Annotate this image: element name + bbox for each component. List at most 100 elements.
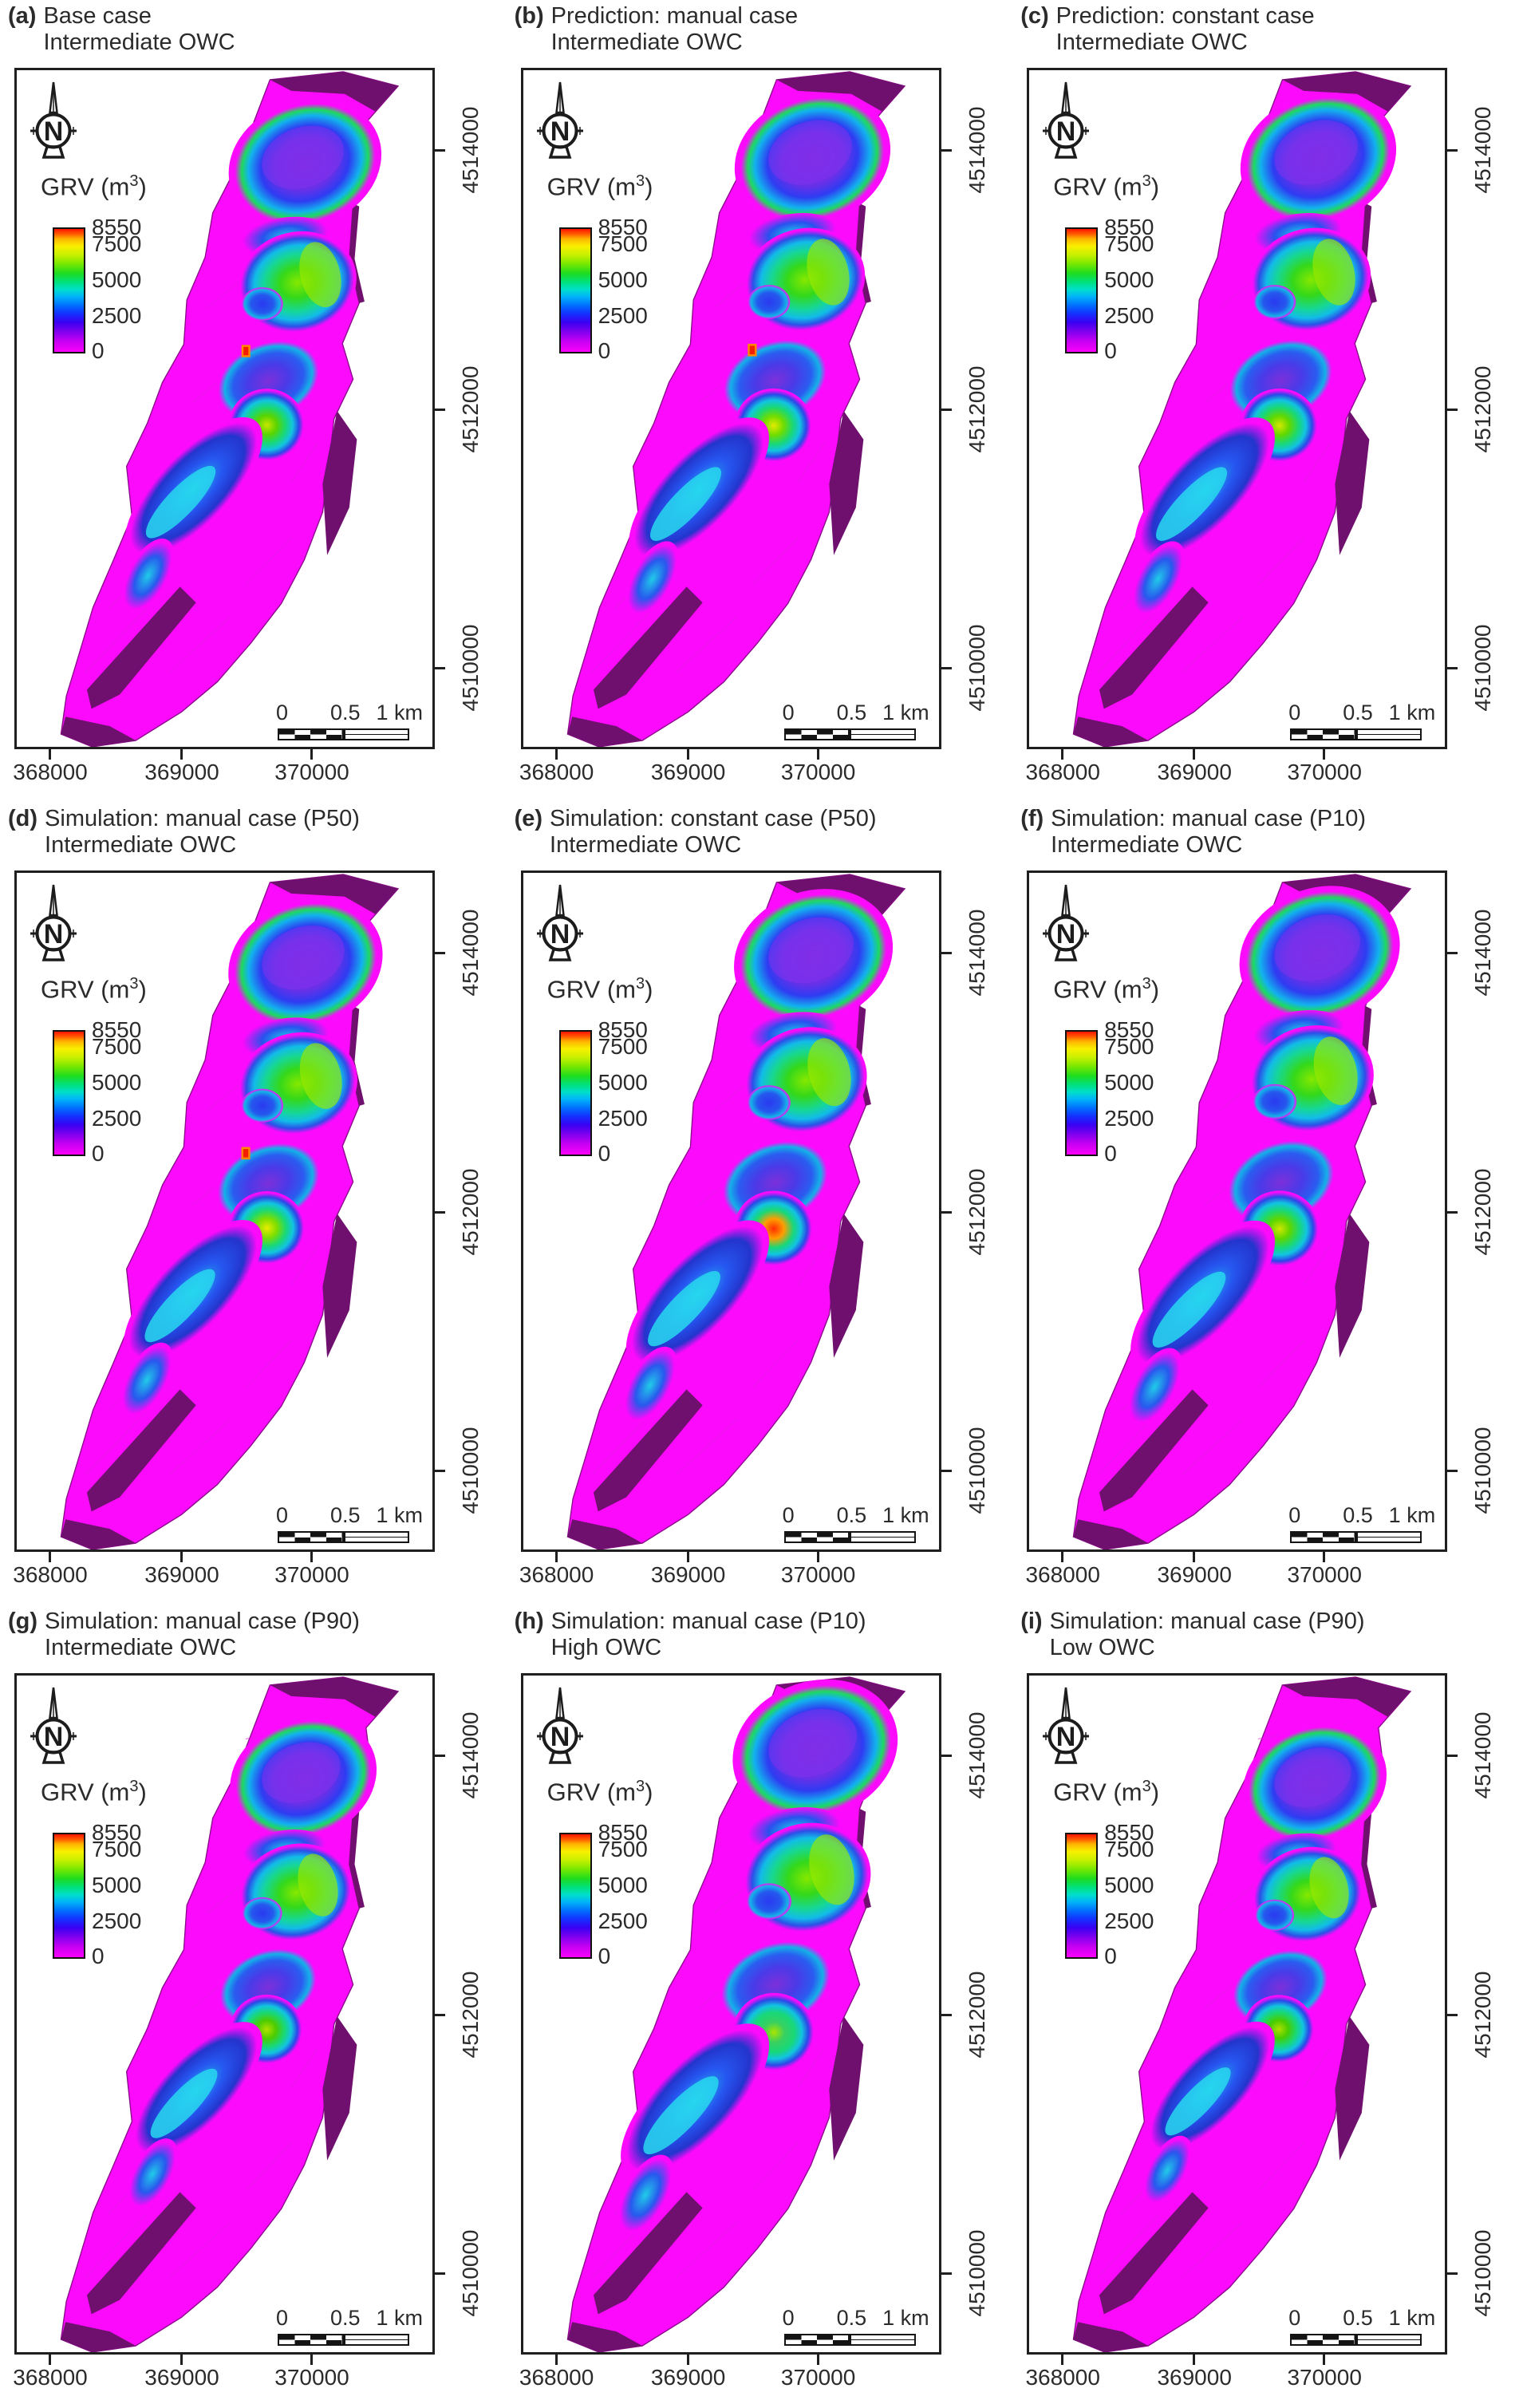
y-tick-label: 4512000: [1470, 1168, 1496, 1256]
south-tongue-core: [1165, 2067, 1231, 2136]
south-tail: [622, 1346, 677, 1424]
panel-title-line1: Simulation: manual case (P90): [1049, 1609, 1365, 1634]
grv-blobs: [622, 889, 893, 1424]
legend-value: 2500: [1104, 1106, 1154, 1131]
y-tick-label: 4510000: [458, 1427, 483, 1514]
panel-title-line2: Intermediate OWC: [550, 30, 743, 55]
scale-bar-plain: [850, 1531, 916, 1543]
map-dark-edges: [1073, 71, 1411, 747]
y-tick-label: 4514000: [1470, 1711, 1496, 1799]
scale-label-1km: 1 km: [376, 1503, 423, 1527]
north-letter: N: [44, 919, 64, 949]
scale-bar-graphic: [278, 2334, 409, 2346]
map-dark-edges: [61, 1676, 398, 2352]
y-tick: [435, 409, 445, 411]
middle-lobe-streak: [299, 1043, 342, 1109]
legend-value: 5000: [92, 1873, 142, 1897]
y-tick: [1447, 2014, 1458, 2016]
middle-lobe-streak: [808, 1834, 854, 1905]
panel-title-text: Base case Intermediate OWC: [43, 3, 235, 56]
x-tick: [816, 749, 819, 760]
scale-bar-checkered: [278, 1531, 344, 1543]
grv-blobs: [1127, 886, 1400, 1427]
grv-legend-title: GRV (m3): [546, 975, 653, 1004]
y-tick-label: 4512000: [458, 1168, 483, 1256]
legend-value: 7500: [92, 231, 142, 256]
scale-bar-graphic: [783, 728, 916, 740]
north-lobe: [734, 92, 890, 226]
x-tick: [310, 749, 313, 760]
y-tick: [1447, 2272, 1458, 2275]
middle-lobe-streak: [1313, 1036, 1358, 1106]
panel-title: (d) Simulation: manual case (P50) Interm…: [8, 806, 360, 859]
panel-title-line2: Intermediate OWC: [1051, 832, 1243, 858]
y-tick-label: 4510000: [964, 1427, 989, 1514]
south-tail: [127, 2138, 178, 2210]
grv-map-canvas: [1072, 1676, 1412, 2352]
x-tick-label: 369000: [144, 760, 219, 784]
grv-colorbar: [1065, 227, 1099, 353]
grv-legend-title: GRV (m3): [546, 172, 653, 201]
legend-value: 0: [1104, 338, 1117, 363]
legend-value: 0: [92, 1944, 105, 1968]
y-tick-label: 4512000: [1470, 1971, 1496, 2059]
x-tick: [49, 749, 51, 760]
x-tick-label: 370000: [274, 760, 349, 784]
north-letter: N: [550, 116, 570, 147]
x-tick-label: 369000: [650, 2365, 726, 2390]
grv-blobs: [617, 1679, 898, 2236]
panel-title-line1: Simulation: constant case (P50): [550, 806, 877, 831]
scale-bar-graphic: [1290, 728, 1422, 740]
y-tick: [435, 149, 445, 152]
scale-label-1km: 1 km: [882, 1503, 929, 1527]
panel-title-line1: Simulation: manual case (P50): [45, 806, 360, 831]
y-tick: [941, 2272, 952, 2275]
panel-letter: (h): [514, 1609, 544, 1634]
scale-label-05: 0.5: [836, 2306, 867, 2330]
x-tick: [1061, 2355, 1064, 2365]
legend-value: 8550: [1104, 215, 1154, 239]
scale-bar: 0 0.5 1 km: [1288, 701, 1435, 742]
panel-letter: (c): [1020, 3, 1049, 29]
panel-title-text: Prediction: constant case Intermediate O…: [1056, 3, 1315, 56]
x-tick: [554, 1552, 558, 1562]
scale-bar-plain: [1355, 2334, 1422, 2346]
y-tick-label: 4514000: [964, 909, 989, 997]
scale-label-0: 0: [276, 1503, 289, 1527]
map-panel: (c) Prediction: constant case Intermedia…: [1012, 0, 1519, 803]
north-lobe-core: [262, 125, 344, 189]
panel-letter: (g): [8, 1609, 38, 1634]
middle-lobe-streak: [1312, 239, 1355, 306]
legend-value: 7500: [1104, 1034, 1154, 1059]
grv-map-canvas: [60, 71, 400, 747]
scale-label-05: 0.5: [330, 1503, 361, 1527]
north-letter: N: [44, 1722, 64, 1752]
legend-value: 8550: [92, 1017, 142, 1042]
map-panel: (b) Prediction: manual case Intermediate…: [507, 0, 1013, 803]
map-panel: (d) Simulation: manual case (P50) Interm…: [0, 803, 507, 1605]
x-tick: [686, 2355, 689, 2365]
map-frame: N GRV (m3) 8550 7500 5000 2500 0 0 0.5 1…: [520, 1673, 941, 2355]
x-tick: [310, 1552, 313, 1562]
panel-title-text: Simulation: manual case (P90) Intermedia…: [45, 1609, 360, 1661]
north-lobe-core: [1274, 120, 1358, 185]
map-panel: (f) Simulation: manual case (P10) Interm…: [1012, 803, 1519, 1605]
y-tick-label: 4512000: [964, 1971, 989, 2059]
y-tick: [1447, 952, 1458, 954]
panel-title-line1: Prediction: constant case: [1055, 3, 1315, 29]
north-arrow: N: [30, 81, 77, 159]
x-tick: [816, 2355, 819, 2365]
north-arrow: N: [536, 1687, 583, 1764]
y-tick: [435, 1211, 445, 1214]
legend-value: 8550: [1104, 1820, 1154, 1845]
x-tick-label: 368000: [1025, 760, 1100, 784]
scale-label-0: 0: [276, 701, 289, 724]
x-tick: [49, 1552, 51, 1562]
legend-value: 5000: [1104, 267, 1154, 292]
panel-title-text: Prediction: manual case Intermediate OWC: [551, 3, 799, 56]
x-tick: [1323, 1552, 1326, 1562]
x-tick-label: 368000: [1025, 1562, 1100, 1587]
north-arrow: N: [1043, 81, 1090, 159]
scale-label-1km: 1 km: [1388, 2306, 1436, 2330]
